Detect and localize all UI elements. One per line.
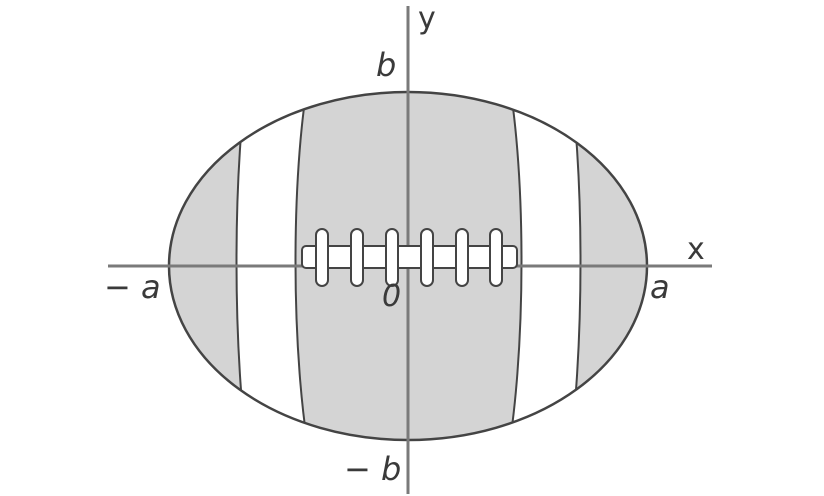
b-bottom-label: − b	[344, 450, 401, 488]
x-axis-label: x	[687, 232, 705, 267]
y-axis-label: y	[418, 1, 436, 36]
lace-stitch	[420, 228, 434, 287]
lace-bar	[301, 245, 518, 269]
lace-stitch	[350, 228, 364, 287]
origin-label: 0	[382, 279, 401, 314]
lace-stitch	[455, 228, 469, 287]
b-top-label: b	[376, 46, 396, 84]
lace-stitch	[489, 228, 503, 287]
football-laces	[301, 228, 518, 287]
lace-stitch	[315, 228, 329, 287]
lace-stitch	[385, 228, 399, 287]
a-right-label: a	[650, 268, 670, 306]
a-left-label: − a	[104, 268, 161, 306]
